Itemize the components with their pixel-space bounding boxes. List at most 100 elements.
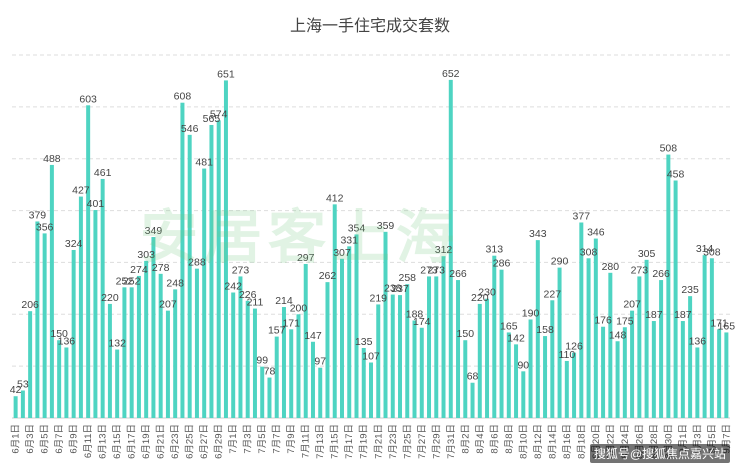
bar — [57, 340, 62, 418]
bar — [122, 287, 127, 418]
bar — [608, 272, 613, 418]
data-label: 220 — [101, 292, 119, 304]
data-label: 273 — [232, 264, 250, 276]
data-label: 148 — [609, 329, 627, 341]
x-tick-label: 7月23日 — [388, 424, 399, 459]
credit-watermark: 搜狐号@搜狐焦点嘉兴站 — [589, 444, 730, 463]
data-label: 427 — [72, 185, 90, 197]
bar — [535, 240, 540, 418]
bar — [557, 267, 562, 418]
data-label: 401 — [87, 198, 105, 210]
bar — [601, 326, 606, 418]
data-label: 110 — [558, 349, 575, 361]
data-label: 165 — [500, 320, 518, 332]
bar — [543, 336, 548, 418]
data-label: 99 — [256, 355, 268, 367]
data-label: 158 — [536, 324, 554, 336]
data-label: 288 — [188, 257, 206, 269]
bar — [659, 280, 664, 418]
data-label: 308 — [703, 246, 721, 258]
bar — [369, 362, 373, 418]
data-label: 171 — [710, 317, 728, 329]
bar — [666, 154, 671, 418]
data-label: 207 — [159, 299, 177, 311]
bar — [136, 275, 141, 418]
x-tick-label: 8月6日 — [489, 424, 500, 454]
bar — [361, 347, 366, 418]
bar — [528, 319, 533, 418]
data-label: 220 — [471, 292, 489, 304]
x-tick-label: 9月1日 — [678, 424, 689, 454]
data-label: 273 — [428, 264, 446, 276]
bar — [470, 382, 475, 418]
bar — [514, 344, 519, 418]
x-tick-label: 6月3日 — [25, 424, 36, 454]
bar — [709, 258, 714, 418]
value-labels: 4253206379356488150136324427603401461220… — [10, 68, 736, 396]
data-label: 165 — [718, 320, 736, 332]
data-label: 142 — [507, 332, 525, 344]
bar — [267, 377, 272, 418]
bar — [695, 347, 700, 418]
x-tick-label: 7月7日 — [272, 424, 283, 454]
data-label: 238 — [384, 283, 402, 295]
bar — [521, 371, 526, 418]
bar — [100, 178, 105, 418]
data-label: 150 — [50, 328, 68, 340]
x-tick-label: 7月25日 — [402, 424, 413, 459]
bar — [499, 269, 504, 418]
x-tick-label: 6月27日 — [199, 424, 210, 459]
data-label: 97 — [314, 356, 326, 368]
bar — [151, 237, 156, 418]
data-label: 412 — [326, 192, 344, 204]
x-tick-label: 6月5日 — [40, 424, 51, 454]
data-label: 227 — [544, 288, 562, 300]
data-label: 508 — [660, 143, 678, 155]
data-label: 313 — [486, 244, 504, 256]
bar — [564, 360, 569, 418]
data-label: 211 — [247, 297, 264, 309]
x-tick-label: 9月5日 — [707, 424, 718, 454]
data-label: 574 — [210, 108, 228, 120]
data-label: 290 — [551, 256, 569, 268]
data-label: 200 — [290, 302, 308, 314]
bars — [13, 79, 729, 419]
x-tick-label: 6月23日 — [170, 424, 181, 459]
data-label: 242 — [224, 281, 242, 293]
x-tick-label: 6月17日 — [127, 424, 138, 459]
data-label: 349 — [145, 225, 163, 237]
data-label: 286 — [493, 258, 511, 270]
data-label: 126 — [565, 341, 583, 353]
bar — [390, 294, 395, 418]
bar — [158, 273, 163, 418]
bar — [86, 105, 91, 419]
x-tick-label: 7月13日 — [315, 424, 326, 459]
bar — [572, 352, 577, 418]
bar — [579, 222, 584, 418]
x-tick-label: 8月14日 — [547, 424, 558, 459]
bar — [64, 347, 69, 418]
x-tick-label: 6月25日 — [185, 424, 196, 459]
x-tick-label: 8月10日 — [518, 424, 529, 459]
bar — [637, 276, 642, 418]
bar — [332, 204, 337, 418]
bar — [252, 308, 257, 418]
data-label: 207 — [623, 299, 641, 311]
data-label: 248 — [166, 277, 184, 289]
data-label: 280 — [602, 261, 620, 273]
bar — [644, 259, 649, 418]
data-label: 237 — [391, 283, 409, 295]
bar — [593, 238, 598, 418]
bar — [717, 329, 722, 418]
data-label: 652 — [442, 68, 460, 80]
data-label: 314 — [696, 243, 714, 255]
bar — [28, 311, 33, 418]
data-label: 147 — [304, 330, 322, 342]
x-tick-label: 7月21日 — [373, 424, 384, 459]
x-tick-label: 6月15日 — [112, 424, 123, 459]
bar — [630, 310, 635, 418]
bar — [115, 349, 120, 418]
data-label: 176 — [594, 315, 612, 327]
data-label: 346 — [587, 227, 605, 239]
bar — [194, 268, 199, 418]
